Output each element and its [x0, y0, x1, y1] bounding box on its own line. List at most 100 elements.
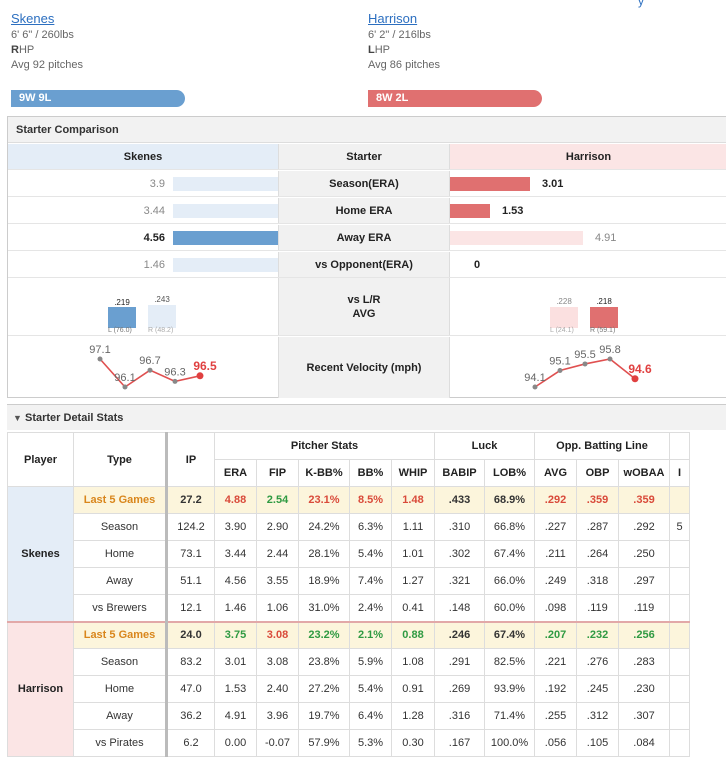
velocity-label: 95.8 [599, 344, 620, 356]
stat-cell [669, 729, 690, 757]
home-lr-chart: .219 L (76.0) .243 R (48.2) [108, 278, 198, 336]
stat-cell: 51.1 [165, 567, 215, 595]
away-stat-bar [450, 177, 530, 191]
away-stat-bar [450, 231, 583, 245]
stat-cell: 5 [669, 513, 690, 541]
table-row: Away 36.2 4.91 3.96 19.7% 6.4% 1.28.316 71.4% .2… [8, 702, 690, 730]
stat-cell: .318 [576, 567, 619, 595]
table-row: Season 124.2 3.90 2.90 24.2% 6.3% 1.11.310 66.8… [8, 513, 690, 541]
comparison-row-label: Away ERA [278, 225, 450, 250]
comparison-row-label: Home ERA [278, 198, 450, 223]
stat-cell: 1.48 [391, 486, 435, 514]
vs-lr-avg-row: vs L/R AVG .219 L (76.0) .243 R (48.2) .… [8, 278, 726, 336]
stat-cell: 12.1 [165, 594, 215, 622]
stat-cell: 2.44 [256, 540, 299, 568]
stat-cell: 2.4% [349, 594, 392, 622]
stat-cell: 1.46 [214, 594, 257, 622]
col-header: wOBAA [618, 459, 670, 487]
stat-cell: 83.2 [165, 648, 215, 676]
player-cell: Skenes [7, 486, 74, 622]
velocity-point [147, 367, 153, 373]
velocity-point [97, 356, 103, 362]
away-stat-value: 4.91 [595, 231, 617, 244]
stat-cell: 2.40 [256, 675, 299, 703]
stat-cell: 0.41 [391, 594, 435, 622]
stat-cell: 6.3% [349, 513, 392, 541]
away-l-avg: .228 [556, 297, 572, 306]
stat-cell: 100.0% [484, 729, 535, 757]
stat-cell [669, 648, 690, 676]
stat-cell [669, 620, 690, 649]
stat-cell: .269 [434, 675, 485, 703]
detail-stats-table: Player Type IP Pitcher Stats Luck Opp. B… [7, 432, 690, 757]
velocity-label: 96.1 [114, 372, 135, 384]
stat-cell: 3.08 [256, 648, 299, 676]
comparison-header-home: Skenes [8, 144, 278, 169]
table-row: Skenes Last 5 Games 27.2 4.88 2.54 23.1% 8.5% 1… [7, 486, 690, 622]
table-row: vs Brewers 12.1 1.46 1.06 31.0% 2.4% 0.41.148 6… [8, 594, 690, 622]
stat-cell: .255 [534, 702, 577, 730]
stat-cell: 18.9% [298, 567, 350, 595]
stat-cell: 1.27 [391, 567, 435, 595]
stat-cell: 23.2% [298, 620, 350, 649]
stat-cell: 3.08 [256, 620, 299, 649]
home-pitcher-avg: Avg 92 pitches [11, 59, 83, 71]
velocity-label: 96.3 [164, 366, 185, 378]
stat-cell: 3.55 [256, 567, 299, 595]
stat-cell: 28.1% [298, 540, 350, 568]
home-r-label: R (48.2) [148, 327, 174, 334]
comparison-row: Away ERA 4.56 4.91 [8, 225, 726, 251]
stat-cell: .148 [434, 594, 485, 622]
col-player: Player [7, 432, 74, 487]
stat-cell: 3.44 [214, 540, 257, 568]
home-pitcher-name[interactable]: Skenes [11, 11, 55, 26]
stat-cell: .211 [534, 540, 577, 568]
type-cell: Season [73, 648, 167, 676]
stat-cell: 6.2 [165, 729, 215, 757]
table-row: Away 51.1 4.56 3.55 18.9% 7.4% 1.27.321 66.0% .2… [8, 567, 690, 595]
velocity-point [196, 372, 204, 380]
velocity-point [172, 378, 178, 384]
col-header: ERA [214, 459, 257, 487]
home-record-bar: 9W 9L [11, 90, 185, 107]
col-header: AVG [534, 459, 577, 487]
home-stat-value: 4.56 [143, 231, 165, 244]
collapse-triangle-icon[interactable]: ▼ [13, 413, 22, 423]
velocity-label: 94.1 [524, 372, 545, 384]
home-stat-bar [173, 204, 278, 218]
stat-cell: .227 [534, 513, 577, 541]
velocity-label: 94.6 [628, 362, 652, 376]
away-velocity-chart: 94.1 95.1 95.5 95.8 94.6 [524, 344, 652, 390]
home-r-bar [148, 305, 176, 328]
stat-cell: 5.4% [349, 540, 392, 568]
type-cell: Last 5 Games [73, 486, 167, 514]
table-row: vs Pirates 6.2 0.00 -0.07 57.9% 5.3% 0.30.167 1… [8, 729, 690, 757]
stat-cell: .192 [534, 675, 577, 703]
detail-stats-title[interactable]: ▼ Starter Detail Stats [7, 404, 726, 430]
col-header: K-BB% [298, 459, 350, 487]
type-cell: Last 5 Games [73, 620, 167, 649]
away-pitcher-name[interactable]: Harrison [368, 11, 418, 26]
stat-cell: .232 [576, 620, 619, 649]
stat-cell: .230 [618, 675, 670, 703]
comparison-header-mid: Starter [278, 144, 450, 169]
stat-cell: 23.8% [298, 648, 350, 676]
stat-cell: 1.28 [391, 702, 435, 730]
stat-cell: 57.9% [298, 729, 350, 757]
top-link[interactable]: y [638, 0, 644, 8]
home-stat-bar [173, 231, 278, 245]
velocity-point [557, 368, 563, 374]
away-lr-chart: .228 L (24.1) .218 R (59.1) [550, 278, 640, 336]
away-stat-value: 0 [474, 258, 481, 271]
stat-cell: 60.0% [484, 594, 535, 622]
table-row: Season 83.2 3.01 3.08 23.8% 5.9% 1.08.291 82.5%… [8, 648, 690, 676]
away-stat-bar [450, 204, 490, 218]
velocity-point [122, 384, 128, 390]
stat-cell: .359 [576, 486, 619, 514]
stat-cell: .256 [618, 620, 670, 649]
stat-cell: 24.2% [298, 513, 350, 541]
table-row: Home 47.0 1.53 2.40 27.2% 5.4% 0.91.269 93.9% .1… [8, 675, 690, 703]
velocity-point [532, 384, 538, 390]
stat-cell: .310 [434, 513, 485, 541]
velocity-label: 96.7 [139, 355, 160, 367]
